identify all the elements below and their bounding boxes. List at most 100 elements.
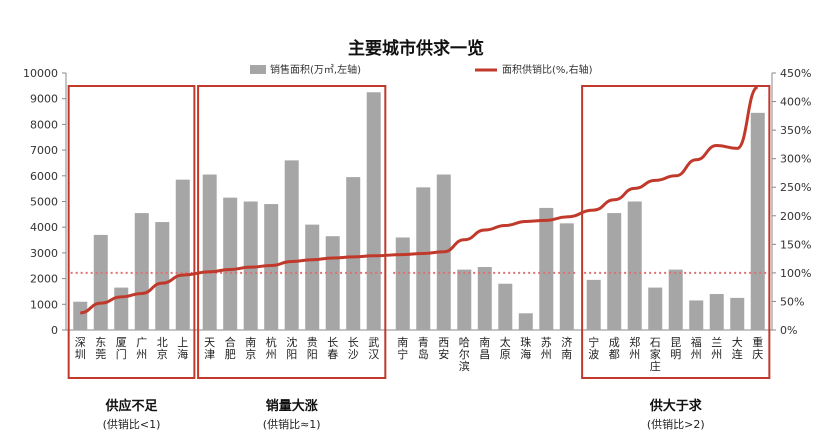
right-tick-label: 400% (780, 96, 811, 109)
category-char: 州 (541, 348, 552, 361)
bars-layer (73, 92, 765, 331)
category-char: 州 (711, 348, 722, 361)
category-label: 南宁 (397, 336, 408, 361)
bar (346, 177, 361, 330)
category-char: 东 (95, 336, 106, 349)
bar (457, 269, 472, 330)
category-label: 南昌 (479, 336, 490, 361)
right-tick-label: 0% (780, 324, 797, 337)
category-char: 海 (177, 347, 188, 361)
category-char: 厦 (116, 336, 127, 349)
legend: 销售面积(万㎡,左轴) 面积供销比(%,右轴) (250, 63, 593, 76)
category-char: 郑 (629, 335, 640, 349)
right-tick-label: 350% (780, 124, 811, 137)
axes: 0 1000 2000 3000 4000 5000 6000 7000 8000 9000 100… (23, 67, 811, 337)
category-char: 南 (479, 336, 490, 349)
right-tick-label: 150% (780, 238, 811, 251)
category-char: 州 (691, 348, 702, 361)
category-label: 苏州 (541, 336, 552, 361)
category-char: 原 (500, 348, 511, 361)
category-char: 汉 (368, 348, 379, 361)
category-char: 青 (418, 336, 429, 349)
category-label: 石家庄 (650, 336, 661, 373)
bar (668, 269, 683, 330)
category-label: 成都 (609, 336, 620, 361)
category-label: 昆明 (670, 336, 681, 361)
category-char: 庄 (650, 359, 661, 373)
left-tick-label: 0 (51, 324, 58, 337)
bar (93, 234, 108, 330)
bar (518, 313, 533, 330)
group-annotations: 供应不足 (供销比<1) 销量大涨 (供销比≈1) 供大于求 (供销比>2) (67, 85, 771, 431)
right-tick-label: 250% (780, 181, 811, 194)
category-char: 津 (204, 348, 215, 361)
category-char: 州 (266, 348, 277, 361)
category-char: 岛 (418, 347, 429, 361)
bar (134, 213, 149, 330)
category-label: 深圳 (75, 336, 86, 361)
category-char: 上 (177, 336, 188, 349)
category-label: 长春 (327, 336, 338, 361)
category-label: 西安 (438, 336, 449, 361)
category-char: 波 (588, 348, 599, 361)
category-char: 贵 (307, 336, 318, 349)
category-char: 合 (225, 335, 236, 349)
category-char: 京 (157, 347, 168, 361)
category-label: 南京 (245, 336, 256, 361)
category-char: 石 (650, 336, 661, 349)
category-char: 州 (629, 348, 640, 361)
right-tick-label: 100% (780, 267, 811, 280)
category-char: 福 (691, 335, 702, 349)
category-char: 大 (732, 335, 743, 349)
bar (709, 294, 724, 330)
category-label: 珠海 (520, 335, 531, 361)
bar (607, 213, 622, 330)
legend-line-label: 面积供销比(%,右轴) (502, 63, 593, 76)
category-char: 南 (245, 336, 256, 349)
bar (73, 301, 88, 330)
ratio-line (80, 85, 759, 315)
bar (202, 174, 217, 330)
category-label: 上海 (177, 336, 188, 361)
bar (559, 223, 574, 330)
category-label: 重庆 (752, 335, 763, 361)
group-label: 供应不足 (105, 398, 159, 414)
category-char: 沈 (286, 335, 297, 349)
bar (325, 236, 340, 330)
left-tick-label: 5000 (30, 196, 58, 209)
bar (648, 287, 663, 330)
category-char: 都 (609, 348, 620, 361)
category-char: 阳 (286, 348, 297, 361)
category-char: 太 (500, 336, 511, 349)
category-char: 西 (438, 336, 449, 349)
category-char: 庆 (752, 347, 763, 361)
category-char: 苏 (541, 336, 552, 349)
right-tick-label: 450% (780, 67, 811, 80)
left-tick-label: 8000 (30, 118, 58, 131)
category-label: 杭州 (266, 335, 277, 361)
category-label: 青岛 (418, 336, 429, 361)
category-label: 郑州 (629, 335, 640, 361)
bar (264, 204, 279, 330)
category-char: 南 (561, 348, 572, 361)
category-char: 尔 (459, 348, 470, 361)
category-char: 宁 (588, 335, 599, 349)
group-sublabel: (供销比>2) (647, 417, 705, 431)
left-tick-label: 10000 (23, 67, 58, 80)
category-char: 昌 (479, 348, 490, 361)
category-char: 深 (75, 336, 86, 349)
group-sublabel: (供销比≈1) (263, 417, 321, 431)
category-char: 肥 (225, 348, 236, 361)
category-label: 大连 (732, 335, 743, 361)
category-char: 门 (116, 347, 127, 361)
category-char: 滨 (459, 359, 470, 373)
group-box (581, 85, 771, 379)
category-char: 济 (561, 335, 572, 349)
group-sublabel: (供销比<1) (103, 417, 161, 431)
bar (366, 92, 381, 331)
bar (477, 267, 492, 330)
category-label: 福州 (691, 335, 702, 361)
category-char: 重 (752, 335, 763, 349)
right-tick-label: 200% (780, 210, 811, 223)
